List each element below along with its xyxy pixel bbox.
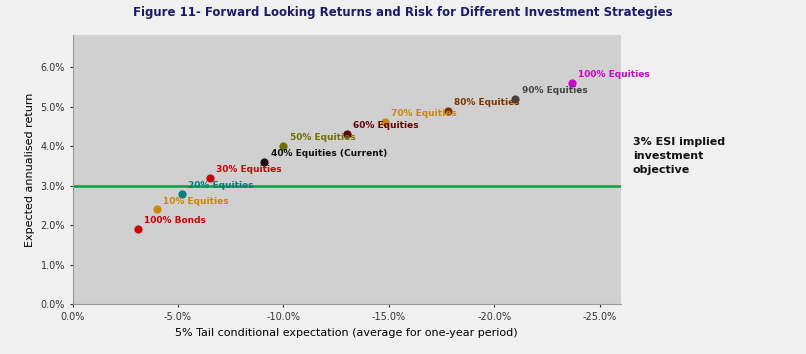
Point [378,120,391,125]
Point [131,227,144,232]
Point [176,191,189,196]
Y-axis label: Expected annualised return: Expected annualised return [25,93,35,247]
X-axis label: 5% Tail conditional expectation (average for one-year period): 5% Tail conditional expectation (average… [175,328,518,338]
Point [258,159,271,165]
Text: 80% Equities: 80% Equities [454,98,520,107]
Text: 40% Equities (Current): 40% Equities (Current) [271,149,387,158]
Text: 100% Bonds: 100% Bonds [144,216,206,225]
Point [277,143,290,149]
Point [442,108,455,113]
Point [340,131,353,137]
Text: 20% Equities: 20% Equities [189,181,254,190]
Text: 30% Equities: 30% Equities [216,165,281,174]
Point [509,96,521,102]
Text: 10% Equities: 10% Equities [163,196,229,206]
Text: Figure 11- Forward Looking Returns and Risk for Different Investment Strategies: Figure 11- Forward Looking Returns and R… [133,6,673,19]
Text: 3% ESI implied
investment
objective: 3% ESI implied investment objective [633,137,725,175]
Point [566,80,579,86]
Text: 60% Equities: 60% Equities [353,121,418,130]
Text: 90% Equities: 90% Equities [521,86,588,95]
Text: 50% Equities: 50% Equities [289,133,355,142]
Point [203,175,216,181]
Text: 70% Equities: 70% Equities [391,109,456,119]
Text: 100% Equities: 100% Equities [579,70,650,79]
Point [151,207,164,212]
